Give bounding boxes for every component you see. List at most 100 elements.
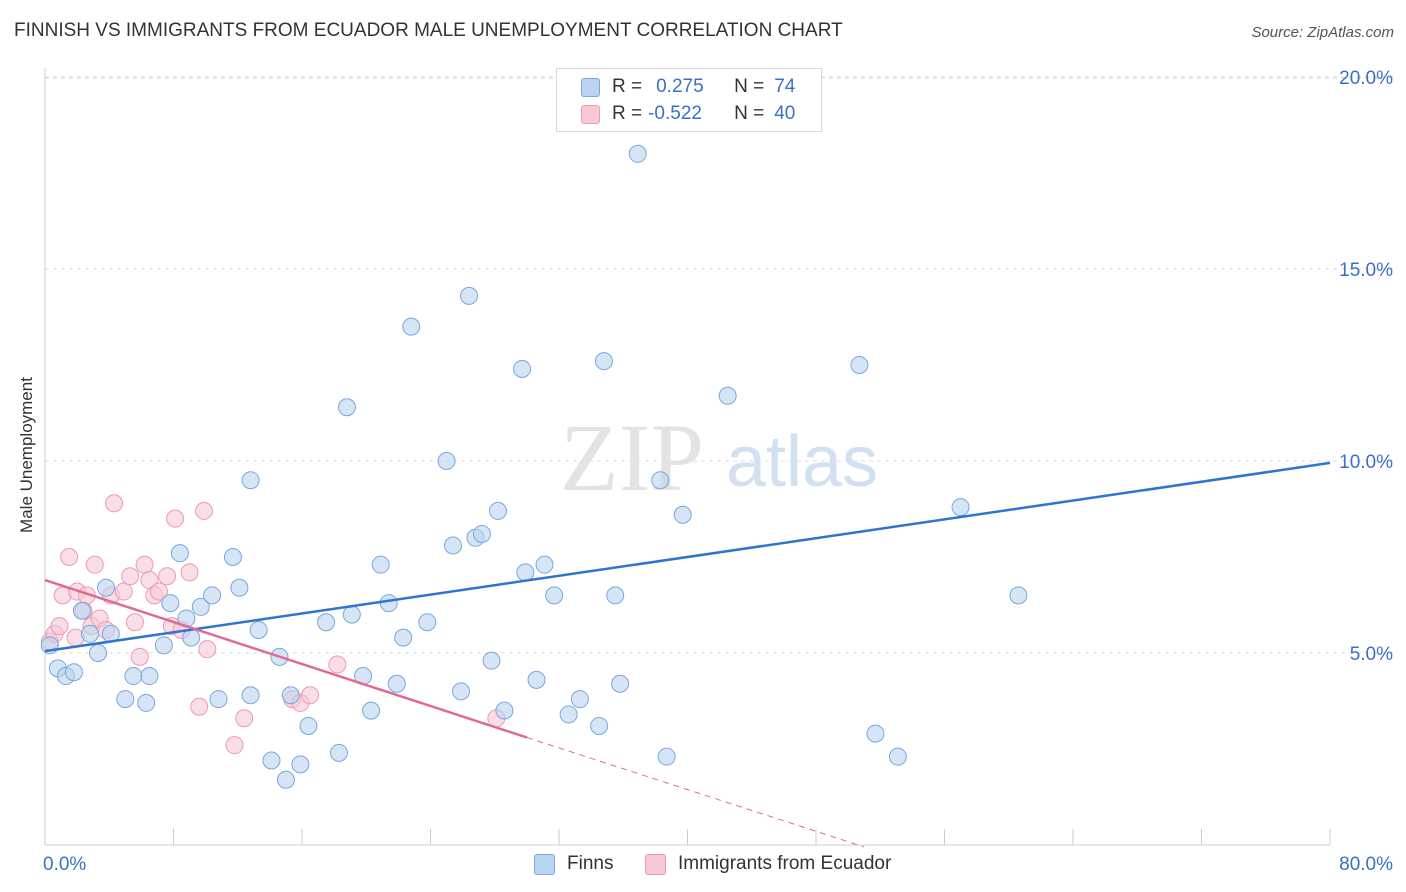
data-point-finns [951, 498, 970, 517]
source-credit: Source: ZipAtlas.com [1251, 24, 1394, 41]
y-tick-label: 5.0% [1350, 644, 1393, 665]
data-point-finns [673, 505, 692, 524]
data-point-ecuador [50, 617, 69, 636]
y-tick-label: 20.0% [1339, 68, 1393, 89]
data-point-ecuador [158, 567, 177, 586]
data-point-finns [241, 471, 260, 490]
data-point-finns [379, 594, 398, 613]
bottom-legend-swatch-ecuador [645, 853, 666, 875]
data-point-finns [516, 563, 535, 582]
data-point-ecuador [328, 655, 347, 674]
data-point-finns [443, 536, 462, 555]
legend-ecuador-n: 40 [774, 103, 796, 124]
data-point-finns [291, 755, 310, 774]
data-point-ecuador [190, 697, 209, 716]
legend-box: R = 0.275 N = 74 R = -0.522 N = 40 [556, 68, 822, 132]
data-point-finns [495, 701, 514, 720]
legend-ecuador-r: -0.522 [648, 103, 702, 124]
data-point-ecuador [195, 501, 214, 520]
legend-finns-n: 74 [774, 76, 796, 97]
data-point-finns [452, 682, 471, 701]
data-point-finns [191, 597, 210, 616]
data-point-finns [590, 716, 609, 735]
x-tick-label: 80.0% [1339, 854, 1393, 875]
tick-labels: 5.0% 10.0% 15.0% 20.0% 0.0% 80.0% [43, 68, 1393, 875]
data-point-finns [203, 586, 222, 605]
chart-title: FINNISH VS IMMIGRANTS FROM ECUADOR MALE … [14, 20, 843, 41]
data-point-ecuador [150, 582, 169, 601]
data-point-finns [545, 586, 564, 605]
data-point-finns [437, 452, 456, 470]
data-point-finns [513, 359, 532, 378]
data-point-ecuador [180, 563, 199, 582]
data-point-finns [460, 286, 479, 305]
data-point-finns [394, 628, 413, 647]
data-point-ecuador [301, 686, 320, 705]
data-point-finns [337, 398, 356, 417]
data-point-finns [299, 716, 318, 735]
data-point-ecuador [85, 555, 104, 574]
bottom-legend-swatch-finns [534, 853, 555, 875]
data-point-finns [559, 705, 578, 724]
x-tick-label: 0.0% [43, 854, 86, 875]
data-point-finns [223, 548, 242, 566]
data-point-finns [342, 605, 361, 624]
grid-lines [45, 76, 1395, 654]
data-point-ecuador [121, 567, 140, 586]
legend-r-label: R = [612, 103, 643, 124]
data-point-finns [329, 743, 348, 762]
y-tick-label: 15.0% [1339, 260, 1393, 281]
data-point-finns [317, 613, 336, 632]
data-point-ecuador [198, 640, 217, 659]
data-point-ecuador [105, 494, 124, 513]
data-point-ecuador [60, 548, 79, 566]
data-point-finns [488, 501, 507, 520]
data-point-finns [606, 586, 625, 605]
series-finns-points [40, 144, 1028, 789]
data-point-finns [594, 352, 613, 371]
y-tick-label: 10.0% [1339, 452, 1393, 473]
data-point-ecuador [130, 647, 149, 666]
data-point-finns [262, 751, 281, 770]
legend-row-ecuador: R = -0.522 N = 40 [581, 101, 795, 127]
legend-finns-r: 0.275 [656, 76, 704, 97]
trend-lines [44, 461, 1331, 848]
axes [44, 68, 1331, 846]
data-point-finns [80, 624, 99, 643]
data-point-finns [657, 747, 676, 766]
trend-line-ecuador-extension [526, 737, 865, 848]
data-point-finns [116, 690, 135, 709]
data-point-finns [1009, 586, 1028, 605]
data-point-finns [97, 578, 116, 597]
data-point-ecuador [114, 582, 133, 601]
data-point-finns [230, 578, 249, 597]
data-point-finns [611, 674, 630, 693]
data-point-finns [628, 144, 647, 163]
data-point-finns [140, 667, 159, 686]
watermark-zip: ZIP [560, 404, 704, 511]
data-point-finns [651, 471, 670, 490]
legend-n-label: N = [734, 76, 765, 97]
data-point-finns [850, 356, 869, 374]
data-point-finns [402, 317, 421, 336]
data-point-finns [718, 386, 737, 405]
data-point-finns [209, 690, 228, 709]
data-point-finns [418, 613, 437, 632]
data-point-ecuador [135, 555, 154, 574]
bottom-legend-label-ecuador: Immigrants from Ecuador [678, 853, 892, 874]
data-point-finns [387, 674, 406, 693]
data-point-finns [527, 670, 546, 689]
legend-swatch-ecuador [581, 104, 600, 124]
watermark-atlas: atlas [726, 422, 878, 502]
bottom-legend-ecuador: Immigrants from Ecuador [645, 851, 891, 877]
legend-n-label: N = [734, 103, 765, 124]
data-point-finns [535, 555, 554, 574]
data-point-finns [482, 651, 501, 670]
data-point-finns [161, 594, 180, 613]
data-point-finns [472, 524, 491, 543]
data-point-finns [89, 644, 108, 662]
legend-r-label: R = [612, 76, 643, 97]
data-point-finns [137, 693, 156, 712]
bottom-legend-finns: Finns [534, 851, 613, 877]
